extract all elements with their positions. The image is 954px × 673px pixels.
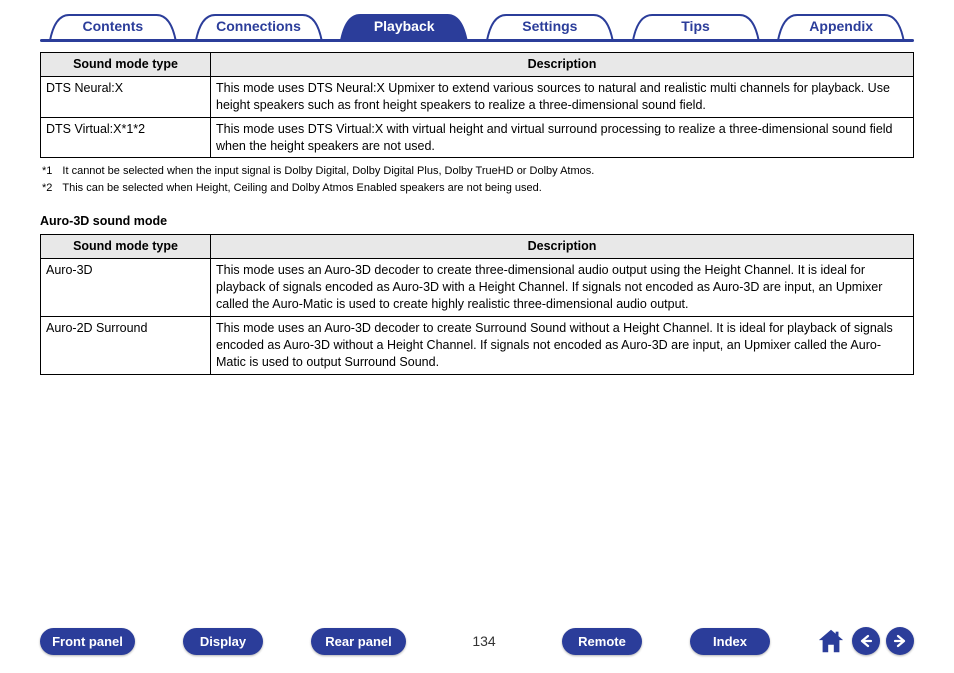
footnote-row: *1 It cannot be selected when the input … <box>42 163 912 180</box>
tab-label: Contents <box>83 18 144 34</box>
page-number: 134 <box>454 633 514 649</box>
section-title: Auro-3D sound mode <box>40 214 914 228</box>
front-panel-button[interactable]: Front panel <box>40 628 135 655</box>
footnote-marker: *1 <box>42 163 52 180</box>
table-row: Auro-3D This mode uses an Auro-3D decode… <box>41 259 914 317</box>
tab-label: Connections <box>216 18 301 34</box>
footnote-text: This can be selected when Height, Ceilin… <box>62 180 541 197</box>
table-row: DTS Virtual:X*1*2 This mode uses DTS Vir… <box>41 117 914 158</box>
footnote-marker: *2 <box>42 180 52 197</box>
cell-desc: This mode uses an Auro-3D decoder to cre… <box>211 316 914 374</box>
nav-icons <box>816 627 914 655</box>
cell-type: DTS Virtual:X*1*2 <box>41 117 211 158</box>
tab-playback[interactable]: Playback <box>331 12 477 42</box>
tab-label: Settings <box>522 18 577 34</box>
col-header-desc: Description <box>211 53 914 77</box>
cell-type: Auro-2D Surround <box>41 316 211 374</box>
footnote-text: It cannot be selected when the input sig… <box>62 163 594 180</box>
tab-contents[interactable]: Contents <box>40 12 186 42</box>
page-content: Sound mode type Description DTS Neural:X… <box>0 42 954 375</box>
cell-type: Auro-3D <box>41 259 211 317</box>
dts-sound-mode-table: Sound mode type Description DTS Neural:X… <box>40 52 914 158</box>
home-icon[interactable] <box>816 627 846 655</box>
display-button[interactable]: Display <box>183 628 263 655</box>
tab-tips[interactable]: Tips <box>623 12 769 42</box>
tab-label: Tips <box>681 18 710 34</box>
rear-panel-button[interactable]: Rear panel <box>311 628 406 655</box>
top-tabs: Contents Connections Playback Settings T… <box>0 0 954 42</box>
table-row: DTS Neural:X This mode uses DTS Neural:X… <box>41 76 914 117</box>
next-page-button[interactable] <box>886 627 914 655</box>
table-header-row: Sound mode type Description <box>41 53 914 77</box>
footnotes: *1 It cannot be selected when the input … <box>40 158 914 196</box>
index-button[interactable]: Index <box>690 628 770 655</box>
arrow-left-icon <box>859 634 873 648</box>
bottom-bar: Front panel Display Rear panel 134 Remot… <box>0 627 954 655</box>
cell-desc: This mode uses DTS Virtual:X with virtua… <box>211 117 914 158</box>
bottom-left-group: Front panel Display Rear panel 134 Remot… <box>40 628 770 655</box>
tab-label: Playback <box>374 18 435 34</box>
tab-connections[interactable]: Connections <box>186 12 332 42</box>
remote-button[interactable]: Remote <box>562 628 642 655</box>
cell-desc: This mode uses DTS Neural:X Upmixer to e… <box>211 76 914 117</box>
col-header-desc: Description <box>211 235 914 259</box>
table-row: Auro-2D Surround This mode uses an Auro-… <box>41 316 914 374</box>
col-header-type: Sound mode type <box>41 235 211 259</box>
auro-sound-mode-table: Sound mode type Description Auro-3D This… <box>40 234 914 374</box>
arrow-right-icon <box>893 634 907 648</box>
cell-desc: This mode uses an Auro-3D decoder to cre… <box>211 259 914 317</box>
prev-page-button[interactable] <box>852 627 880 655</box>
tab-appendix[interactable]: Appendix <box>768 12 914 42</box>
col-header-type: Sound mode type <box>41 53 211 77</box>
cell-type: DTS Neural:X <box>41 76 211 117</box>
tab-label: Appendix <box>809 18 873 34</box>
table-header-row: Sound mode type Description <box>41 235 914 259</box>
tab-settings[interactable]: Settings <box>477 12 623 42</box>
footnote-row: *2 This can be selected when Height, Cei… <box>42 180 912 197</box>
